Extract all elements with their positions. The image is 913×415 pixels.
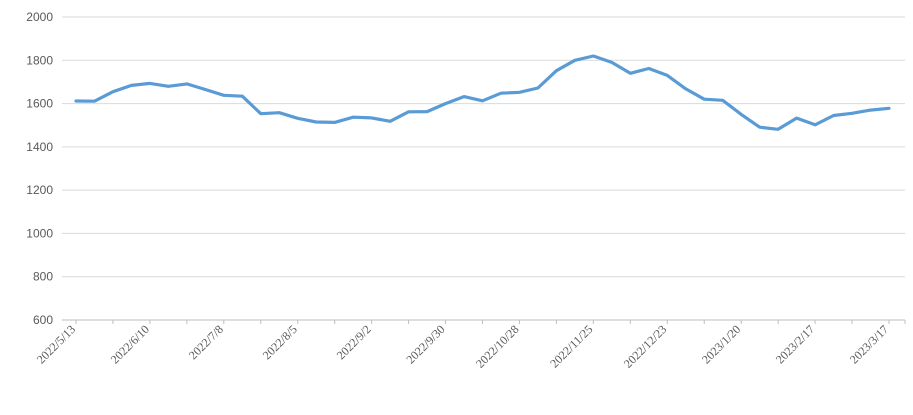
x-axis-tick-label: 2022/11/25	[547, 322, 595, 370]
data-series-line	[74, 54, 891, 131]
x-axis-tick-label: 2022/7/8	[186, 322, 226, 362]
x-axis-tick-label: 2023/3/17	[847, 322, 891, 366]
y-axis-tick-label: 800	[33, 270, 53, 284]
x-axis-tick-label: 2022/5/13	[34, 322, 78, 366]
x-axis-tick-label: 2022/10/28	[473, 322, 522, 371]
y-axis-tick-label: 600	[33, 313, 53, 327]
x-axis-tick-label: 2023/2/17	[773, 322, 817, 366]
y-axis-tick-label: 1800	[26, 53, 53, 67]
y-axis-tick-label: 2000	[26, 10, 53, 24]
x-axis-tick-label: 2022/6/10	[108, 322, 152, 366]
y-axis-tick-label: 1600	[26, 97, 53, 111]
x-axis-tick-label: 2022/8/5	[260, 322, 300, 362]
x-axis-tick-label: 2022/12/23	[621, 322, 670, 371]
x-axis-tick-label: 2022/9/2	[334, 322, 374, 362]
y-axis-tick-label: 1400	[26, 140, 53, 154]
x-axis-tick-label: 2023/1/20	[699, 322, 743, 366]
y-axis-tick-label: 1200	[26, 183, 53, 197]
x-axis-tick-label: 2022/9/30	[403, 322, 447, 366]
y-axis-tick-label: 1000	[26, 226, 53, 240]
